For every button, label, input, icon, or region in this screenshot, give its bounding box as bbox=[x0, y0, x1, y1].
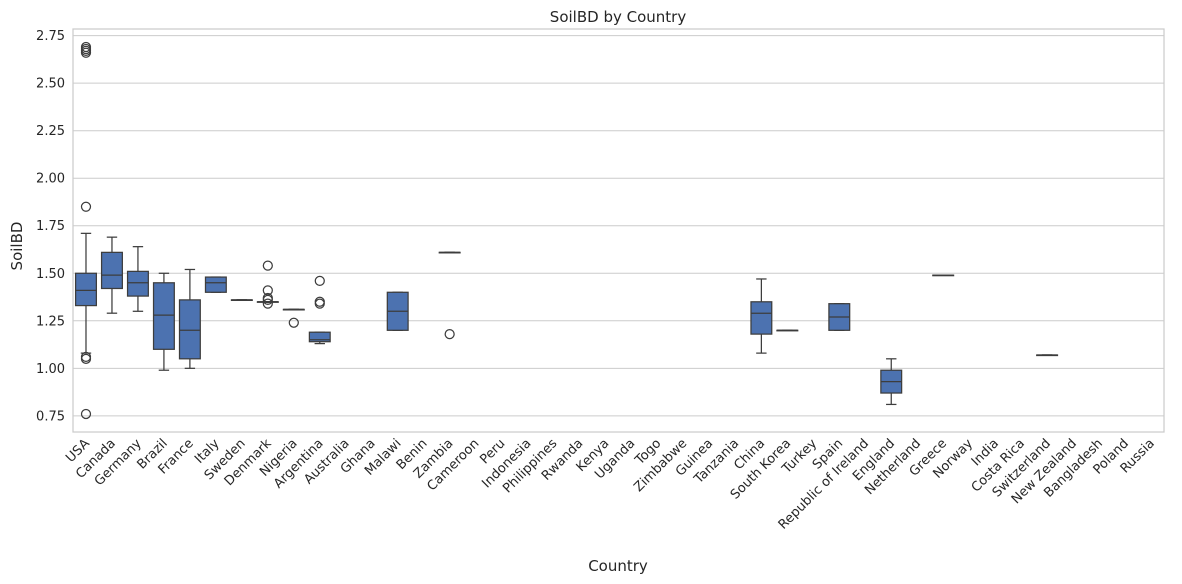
gridlines bbox=[73, 35, 1164, 417]
box-group-south-korea bbox=[776, 329, 799, 332]
chart-title: SoilBD by Country bbox=[550, 8, 687, 26]
y-axis-label: SoilBD bbox=[8, 222, 26, 271]
outlier-point bbox=[80, 47, 92, 58]
y-tick-label: 2.75 bbox=[36, 29, 65, 44]
box-group-switzerland bbox=[1036, 354, 1059, 357]
box-group-france bbox=[178, 268, 201, 369]
outlier-point bbox=[80, 408, 92, 420]
outlier-point bbox=[262, 260, 273, 271]
y-tick-label: 1.00 bbox=[36, 362, 65, 377]
box-group-usa bbox=[74, 41, 98, 420]
box-iqr bbox=[178, 299, 201, 360]
y-tick-label: 1.25 bbox=[36, 314, 65, 329]
box-group-brazil bbox=[152, 272, 175, 371]
box-group-england bbox=[880, 358, 903, 406]
outlier-point bbox=[288, 317, 299, 328]
box-group-greece bbox=[932, 274, 955, 277]
y-tick-label: 0.75 bbox=[36, 409, 65, 424]
outlier-point bbox=[444, 328, 455, 340]
outlier-point bbox=[262, 294, 273, 306]
x-tick-labels: USACanadaGermanyBrazilFranceItalySwedenD… bbox=[63, 436, 1158, 533]
y-tick-label: 2.25 bbox=[36, 124, 65, 139]
plot-frame bbox=[72, 28, 1165, 433]
box-iqr bbox=[152, 282, 175, 350]
box-iqr bbox=[750, 301, 773, 335]
box-group-spain bbox=[828, 303, 851, 331]
box-group-italy bbox=[204, 276, 227, 293]
outlier-point bbox=[314, 298, 325, 309]
box-group-denmark bbox=[256, 260, 279, 309]
outlier-point bbox=[314, 275, 325, 286]
y-tick-label: 1.50 bbox=[36, 267, 65, 282]
box-group-zambia bbox=[438, 251, 461, 340]
outlier-point bbox=[80, 201, 92, 212]
box-group-malawi bbox=[386, 291, 409, 331]
box-group-germany bbox=[126, 246, 149, 312]
box-iqr bbox=[204, 276, 227, 293]
box-iqr bbox=[308, 331, 331, 343]
box-iqr bbox=[100, 251, 123, 290]
boxes bbox=[74, 41, 1059, 420]
x-axis-label: Country bbox=[588, 557, 648, 575]
box-group-china bbox=[750, 278, 773, 354]
y-tick-label: 2.50 bbox=[36, 77, 65, 92]
box-group-nigeria bbox=[282, 308, 305, 328]
y-tick-labels: 0.75 1.00 1.25 1.50 1.75 2.00 2.25 2.50 2.75 bbox=[36, 29, 65, 424]
y-tick-label: 2.00 bbox=[36, 172, 65, 187]
box-iqr bbox=[74, 272, 98, 307]
box-group-sweden bbox=[230, 299, 253, 302]
outlier-point bbox=[262, 298, 273, 309]
box-iqr bbox=[126, 270, 149, 297]
box-group-argentina bbox=[308, 275, 331, 345]
y-tick-label: 1.75 bbox=[36, 219, 65, 234]
outlier-point bbox=[80, 353, 92, 364]
box-group-canada bbox=[100, 236, 123, 314]
